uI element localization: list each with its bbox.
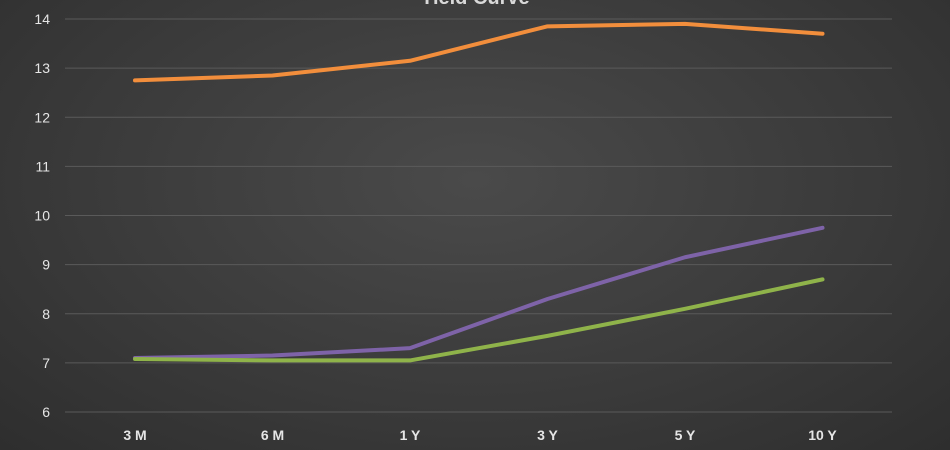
- gridlines: [65, 18, 892, 413]
- y-tick-label: 10: [34, 208, 50, 224]
- chart-title: Yield Curve: [420, 0, 529, 9]
- y-tick-label: 8: [42, 306, 50, 322]
- y-tick-label: 14: [34, 11, 50, 27]
- series-line-3: [133, 277, 825, 363]
- x-tick-label: 10 Y: [808, 427, 837, 443]
- x-tick-label: 1 Y: [400, 427, 421, 443]
- x-tick-label: 6 M: [261, 427, 284, 443]
- series-lines: [133, 21, 825, 363]
- y-tick-label: 11: [35, 158, 50, 174]
- x-axis-tick-labels: 3 M 6 M 1 Y 3 Y 5 Y 10 Y: [123, 427, 837, 443]
- series-line-2: [133, 225, 825, 360]
- y-axis-tick-labels: 6 7 8 9 10 11 12 13 14: [34, 11, 50, 420]
- x-tick-label: 3 Y: [537, 427, 558, 443]
- series-line-1: [133, 21, 825, 83]
- x-tick-label: 5 Y: [675, 427, 696, 443]
- y-tick-label: 12: [34, 109, 50, 125]
- y-tick-label: 9: [42, 257, 50, 273]
- y-tick-label: 13: [34, 60, 50, 76]
- x-tick-label: 3 M: [123, 427, 146, 443]
- y-tick-label: 6: [42, 404, 50, 420]
- y-tick-label: 7: [42, 355, 50, 371]
